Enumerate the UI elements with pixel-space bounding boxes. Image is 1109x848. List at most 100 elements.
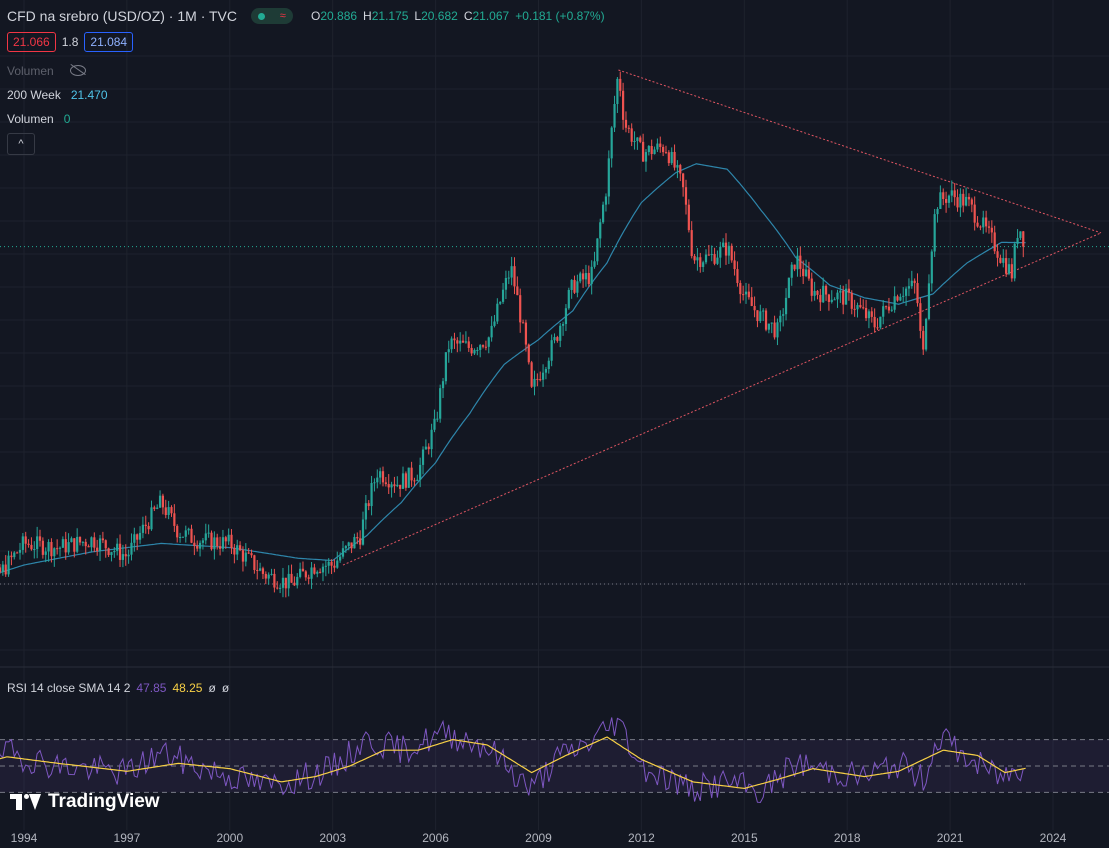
ma-legend[interactable]: 200 Week 21.470 (7, 88, 108, 102)
ma-value: 21.470 (70, 88, 108, 102)
candle-body (816, 290, 819, 295)
candle-body (919, 303, 922, 331)
rsi-line (0, 717, 1024, 804)
candle-body (1007, 264, 1011, 274)
candle-body (833, 299, 836, 301)
candle-body (107, 548, 110, 556)
trendlines (342, 69, 1102, 566)
candle-body (416, 479, 419, 481)
ma-200-week-line (0, 163, 1026, 574)
rsi-legend[interactable]: RSI 14 close SMA 14 2 47.85 48.25 ø ø (7, 681, 229, 695)
candle-body (130, 542, 133, 555)
candle-body (204, 533, 207, 541)
candle-body (67, 542, 70, 553)
candle-body (519, 295, 522, 323)
candle-body (902, 295, 905, 297)
candle-body (113, 550, 116, 553)
ohlc-close: C21.067 (464, 9, 509, 23)
x-axis: 1994 1997 2000 2003 2006 2009 2012 2015 2018 2021… (11, 831, 1067, 845)
candle-body (950, 190, 953, 196)
candle-body (407, 467, 410, 488)
candle-body (979, 226, 982, 228)
rsi-label: RSI 14 close SMA 14 2 (7, 681, 131, 695)
candle-body (910, 280, 913, 287)
candle-body (10, 555, 13, 558)
sell-button[interactable]: 21.066 (7, 32, 56, 52)
candle-body (184, 530, 187, 537)
candle-body (404, 473, 407, 488)
candle-body (590, 266, 593, 285)
volume-legend[interactable]: Volumen 0 (7, 112, 70, 126)
candle-body (767, 323, 770, 330)
candle-body (181, 536, 185, 538)
candle-body (81, 541, 84, 543)
candle-body (41, 540, 44, 555)
candle-body (304, 571, 307, 578)
rsi-band (0, 739, 1109, 793)
candle-body (124, 554, 127, 557)
candle-body (484, 346, 488, 348)
candle-body (353, 537, 356, 549)
candle-body (1022, 231, 1025, 247)
candle-body (118, 543, 122, 560)
candle-body (439, 388, 442, 419)
candle-body (842, 290, 845, 305)
candle-body (965, 196, 968, 206)
candle-body (479, 345, 482, 350)
candle-body (381, 471, 385, 483)
candle-body (436, 418, 439, 420)
candle-body (33, 549, 36, 551)
volume-hidden-legend[interactable]: Volumen (7, 64, 86, 78)
symbol-title[interactable]: CFD na srebro (USD/OZ) · 1M · TVC (7, 8, 237, 24)
candle-body (904, 288, 908, 296)
candle-body (364, 503, 367, 520)
candle-body (710, 254, 713, 256)
candle-body (719, 246, 722, 258)
candle-body (98, 538, 102, 551)
candle-body (170, 507, 173, 514)
candle-body (507, 277, 510, 279)
candle-body (433, 418, 436, 430)
candle-body (1, 564, 4, 573)
candle-body (882, 306, 885, 317)
candle-body (1005, 258, 1008, 274)
ma-label: 200 Week (7, 88, 61, 102)
tradingview-logo[interactable]: TradingView (10, 791, 160, 813)
collapse-legend-button[interactable]: ^ (7, 133, 35, 155)
trendline-resistance (618, 69, 1102, 234)
candle-body (659, 143, 662, 147)
candle-body (859, 305, 862, 308)
ohlc-values: O20.886 H21.175 L20.682 C21.067 +0.181 (… (311, 9, 605, 23)
candle-body (636, 137, 639, 141)
eye-off-icon[interactable] (69, 65, 86, 76)
candle-body (916, 283, 919, 304)
candle-body (236, 545, 239, 555)
candle-body (241, 550, 245, 562)
candle-body (38, 536, 42, 541)
candle-body (276, 587, 279, 589)
candle-body (473, 350, 476, 354)
market-status-pill[interactable]: ≈ (251, 8, 293, 24)
candle-body (550, 340, 553, 361)
buy-button[interactable]: 21.084 (84, 32, 134, 52)
candle-body (762, 310, 765, 312)
candle-body (670, 151, 673, 164)
candle-body (490, 325, 493, 338)
candle-body (576, 281, 579, 293)
candle-body (699, 257, 702, 267)
candle-body (158, 495, 162, 508)
candle-body (647, 145, 650, 153)
candle-body (336, 560, 339, 568)
candle-body (819, 294, 822, 303)
candle-body (90, 537, 93, 548)
candle-body (301, 568, 305, 572)
candle-body (747, 291, 750, 298)
candle-body (684, 187, 688, 205)
candle-body (770, 322, 773, 324)
candle-body (56, 548, 59, 550)
x-tick-label: 1997 (114, 831, 141, 845)
candle-body (1016, 237, 1019, 244)
ohlc-open: O20.886 (311, 9, 357, 23)
candle-body (207, 532, 210, 534)
